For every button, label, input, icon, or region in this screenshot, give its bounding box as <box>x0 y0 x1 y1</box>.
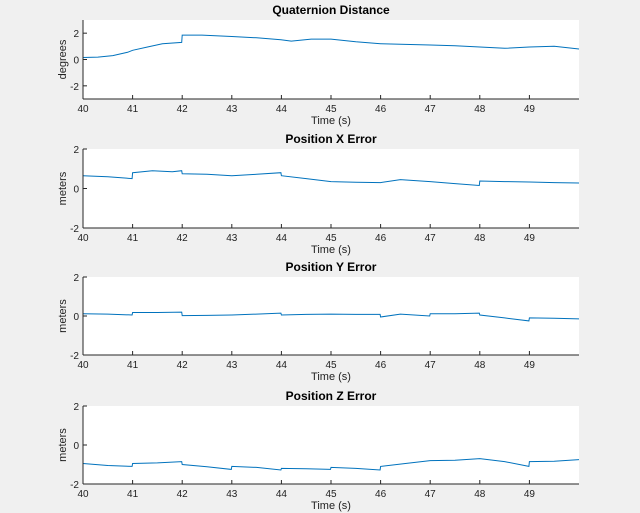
y-tick-label: 2 <box>73 29 79 40</box>
subplot-1: 40 41 42 43 44 45 46 47 48 49 -2 0 2 Quaternion Dista… <box>57 3 580 127</box>
y-axis-label: degrees <box>57 39 69 79</box>
x-tick-label: 42 <box>177 233 189 244</box>
x-tick-label: 43 <box>226 360 238 371</box>
x-tick-label: 49 <box>524 489 536 500</box>
series-line <box>82 34 580 58</box>
y-tick-label: 2 <box>73 273 79 284</box>
x-tick-label: 40 <box>77 360 89 371</box>
x-tick-label: 44 <box>276 104 288 115</box>
x-tick-label: 44 <box>276 489 288 500</box>
x-tick-label: 43 <box>226 489 238 500</box>
series-line <box>82 311 580 322</box>
x-tick-label: 45 <box>325 489 337 500</box>
x-tick-label: 41 <box>127 104 139 115</box>
y-tick-label: 0 <box>73 185 79 196</box>
x-tick-label: 42 <box>177 360 189 371</box>
x-axis-label: Time (s) <box>311 115 351 127</box>
x-tick-label: 48 <box>474 360 486 371</box>
y-tick-label: 2 <box>73 402 79 413</box>
x-tick-label: 41 <box>127 360 139 371</box>
series-line <box>82 170 580 187</box>
x-tick-label: 46 <box>375 360 387 371</box>
chart-title: Position Z Error <box>286 389 377 403</box>
subplot-4: 40 41 42 43 44 45 46 47 48 49 -2 0 2 Position Z Error… <box>57 389 580 512</box>
x-tick-label: 45 <box>325 104 337 115</box>
y-tick-label: 2 <box>73 145 79 156</box>
x-tick-label: 42 <box>177 104 189 115</box>
y-tick-label: 0 <box>73 441 79 452</box>
y-axis-label: meters <box>57 428 69 462</box>
y-tick-label: -2 <box>70 480 79 491</box>
x-tick-label: 45 <box>325 233 337 244</box>
subplot-2: 40 41 42 43 44 45 46 47 48 49 -2 0 2 Position X Error… <box>57 132 580 256</box>
x-tick-label: 40 <box>77 104 89 115</box>
y-axis-label: meters <box>57 299 69 333</box>
x-tick-label: 48 <box>474 489 486 500</box>
x-tick-label: 40 <box>77 233 89 244</box>
x-tick-label: 42 <box>177 489 189 500</box>
plot-area <box>83 277 579 355</box>
y-tick-label: -2 <box>70 351 79 362</box>
x-tick-label: 44 <box>276 233 288 244</box>
x-tick-label: 40 <box>77 489 89 500</box>
x-tick-label: 43 <box>226 104 238 115</box>
y-axis-label: meters <box>57 171 69 205</box>
x-tick-label: 41 <box>127 233 139 244</box>
plot-area <box>83 149 579 228</box>
x-tick-label: 47 <box>425 360 437 371</box>
x-axis-label: Time (s) <box>311 500 351 512</box>
series-line <box>82 458 580 471</box>
x-tick-label: 49 <box>524 104 536 115</box>
x-tick-label: 48 <box>474 104 486 115</box>
subplot-3: 40 41 42 43 44 45 46 47 48 49 -2 0 2 Position Y Error… <box>57 260 580 383</box>
x-tick-label: 49 <box>524 233 536 244</box>
chart-title: Position Y Error <box>286 260 377 274</box>
x-tick-label: 41 <box>127 489 139 500</box>
y-tick-label: 0 <box>73 312 79 323</box>
plot-area <box>83 20 579 99</box>
x-tick-label: 47 <box>425 104 437 115</box>
x-axis-label: Time (s) <box>311 371 351 383</box>
x-tick-label: 49 <box>524 360 536 371</box>
x-tick-label: 44 <box>276 360 288 371</box>
x-tick-label: 46 <box>375 489 387 500</box>
x-tick-label: 47 <box>425 233 437 244</box>
x-tick-label: 46 <box>375 104 387 115</box>
x-tick-label: 43 <box>226 233 238 244</box>
plot-area <box>83 406 579 484</box>
chart-title: Position X Error <box>285 132 377 146</box>
y-tick-label: -2 <box>70 82 79 93</box>
y-tick-label: 0 <box>73 56 79 67</box>
x-tick-label: 48 <box>474 233 486 244</box>
y-tick-label: -2 <box>70 224 79 235</box>
chart-title: Quaternion Distance <box>272 3 390 17</box>
x-axis-label: Time (s) <box>311 244 351 256</box>
x-tick-label: 45 <box>325 360 337 371</box>
x-tick-label: 47 <box>425 489 437 500</box>
x-tick-label: 46 <box>375 233 387 244</box>
